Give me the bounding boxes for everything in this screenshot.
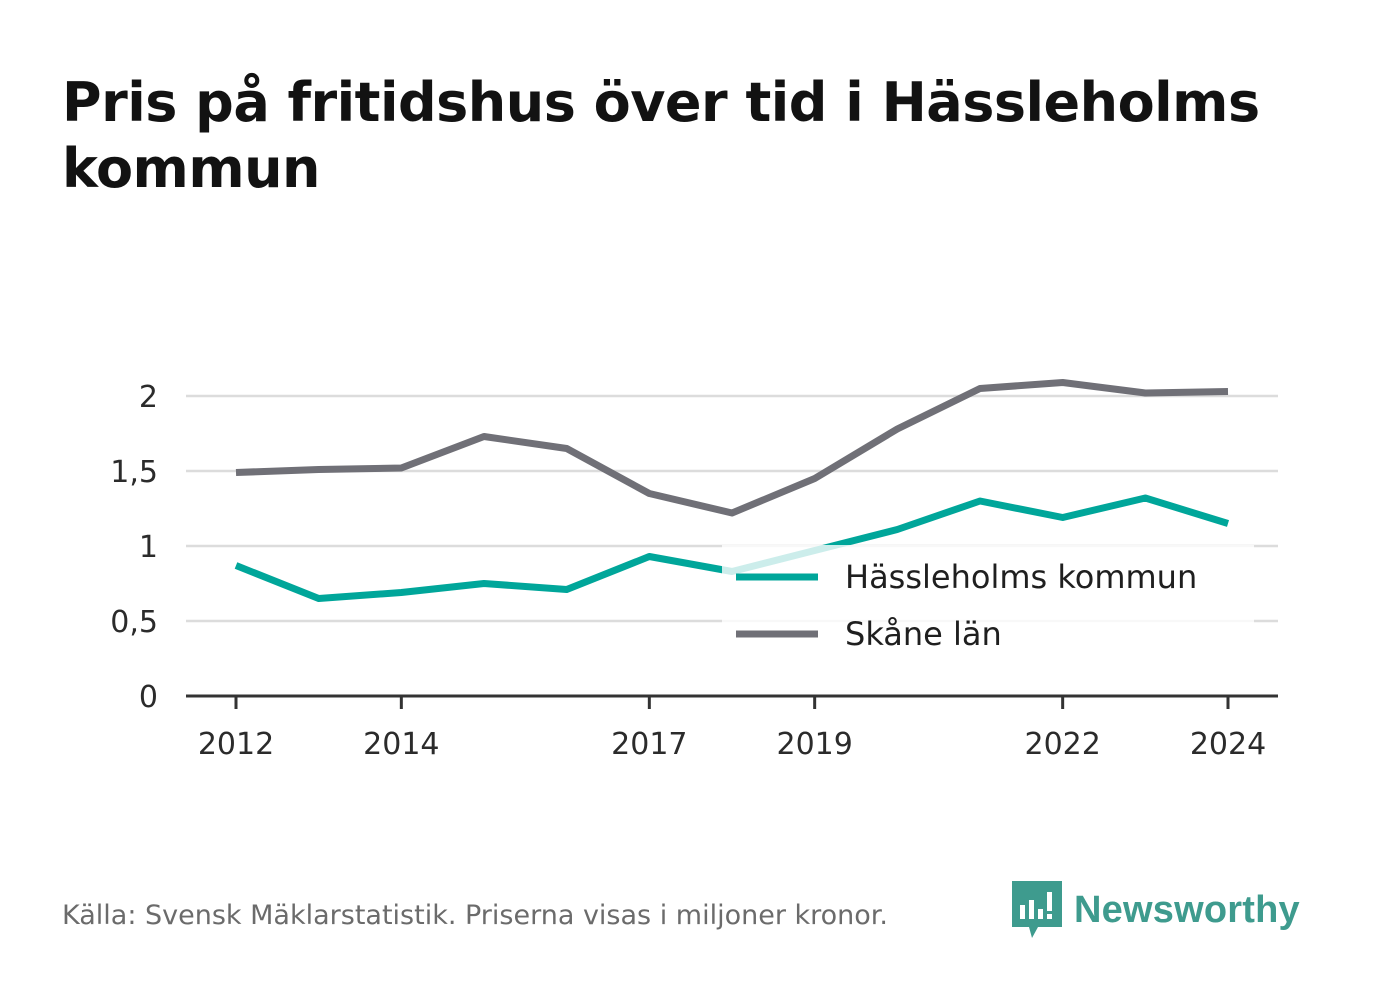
data-point: [481, 580, 488, 587]
data-point: [977, 385, 984, 392]
data-point: [233, 562, 240, 569]
y-tick-label: 0,5: [110, 605, 158, 640]
legend-label: Hässleholms kommun: [845, 558, 1197, 596]
x-tick-label: 2024: [1190, 727, 1266, 762]
data-point: [398, 589, 405, 596]
x-tick-label: 2022: [1024, 727, 1100, 762]
x-tick-label: 2012: [198, 727, 274, 762]
data-point: [1059, 379, 1066, 386]
data-point: [729, 510, 736, 517]
data-point: [315, 595, 322, 602]
data-point: [894, 526, 901, 533]
data-point: [563, 445, 570, 452]
legend-background: [722, 545, 1254, 665]
x-tick-label: 2017: [611, 727, 687, 762]
data-point: [1142, 390, 1149, 397]
legend: Hässleholms kommun Skåne län: [722, 545, 1254, 665]
brand-logo: Newsworthy: [1012, 880, 1300, 940]
data-point: [1059, 514, 1066, 521]
x-axis-tick-labels: 2012 2014 2017 2019 2022 2024: [198, 727, 1266, 762]
data-point: [811, 475, 818, 482]
data-point: [563, 586, 570, 593]
data-point: [481, 433, 488, 440]
y-axis-tick-labels: 0 0,5 1 1,5 2: [110, 380, 158, 715]
data-point: [233, 469, 240, 476]
legend-label: Skåne län: [845, 615, 1002, 653]
data-point: [315, 466, 322, 473]
source-note: Källa: Svensk Mäklarstatistik. Priserna …: [62, 900, 889, 931]
data-point: [398, 465, 405, 472]
data-point: [977, 498, 984, 505]
data-point: [1142, 495, 1149, 502]
brand-name: Newsworthy: [1074, 888, 1300, 931]
chart-title: Pris på fritidshus över tid i Hässleholm…: [62, 71, 1260, 200]
data-point: [1225, 520, 1232, 527]
y-tick-label: 1: [139, 530, 158, 565]
y-tick-label: 0: [139, 680, 158, 715]
data-point: [1225, 388, 1232, 395]
data-point: [646, 553, 653, 560]
data-point: [646, 490, 653, 497]
x-tick-label: 2019: [776, 727, 852, 762]
y-tick-label: 1,5: [110, 455, 158, 490]
x-axis: [186, 694, 1278, 709]
newsworthy-logo-icon: [1012, 881, 1062, 938]
x-tick-label: 2014: [363, 727, 439, 762]
data-point: [894, 426, 901, 433]
series-line-1: [235, 379, 1229, 517]
y-tick-label: 2: [139, 380, 158, 415]
